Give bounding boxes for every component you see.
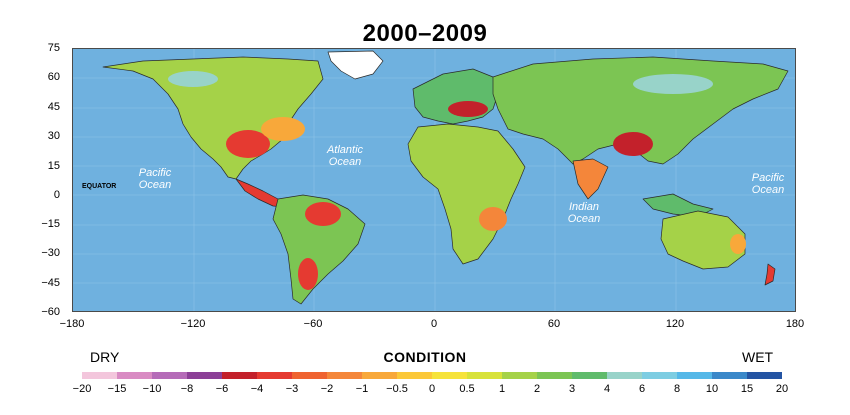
y-tick-label: 45 [47, 101, 60, 113]
ocean-label: Atlantic Ocean [326, 144, 364, 168]
legend-value-label: −2 [320, 383, 334, 395]
y-tick-label: 30 [47, 130, 60, 142]
y-tick-label: 75 [47, 42, 60, 54]
legend-value-label: −8 [180, 383, 194, 395]
y-tick-label: 15 [47, 160, 60, 172]
legend-value-label: 8 [673, 383, 681, 395]
legend-swatch [152, 372, 187, 379]
legend-swatch [537, 372, 572, 379]
legend-value-label: −6 [215, 383, 229, 395]
legend-value-label: −10 [142, 383, 162, 395]
legend-value-label: 4 [603, 383, 611, 395]
south-america [272, 194, 366, 305]
new-zealand [764, 263, 776, 286]
y-tick-label: 60 [47, 71, 60, 83]
ocean-label: Pacific Ocean [138, 167, 172, 191]
wet-canada [168, 71, 218, 87]
legend-value-labels: −20 −15 −10 −8 −6 −4 −3 −2 −1 −0.5 0 0.5 1 2 3 4 6 8 10 15 2… [73, 383, 788, 397]
legend-value-label: 2 [533, 383, 541, 395]
legend-value-label: −20 [72, 383, 92, 395]
drought-hotspots [168, 71, 746, 290]
legend-value-label: −0.5 [386, 383, 408, 395]
hotspot-china [613, 132, 653, 156]
hotspot-mediterranean [448, 101, 488, 117]
hotspot-southern-africa [479, 207, 507, 231]
world-map-graphic [73, 49, 795, 311]
legend-swatch [747, 372, 782, 379]
legend-swatch [572, 372, 607, 379]
legend-value-label: 1 [498, 383, 506, 395]
greenland [327, 50, 384, 80]
legend-value-label: −3 [285, 383, 299, 395]
legend-swatch [607, 372, 642, 379]
legend-value-label: −1 [355, 383, 369, 395]
y-tick-label: −30 [41, 247, 60, 259]
map-title: 2000–2009 [362, 20, 488, 47]
legend-swatch [712, 372, 747, 379]
legend-swatch [467, 372, 502, 379]
x-tick-label: −180 [59, 318, 85, 330]
hotspot-amazon [305, 202, 341, 226]
legend-swatch [502, 372, 537, 379]
x-tick-label: −120 [180, 318, 206, 330]
x-tick-label: 180 [785, 318, 805, 330]
x-tick-label: 60 [547, 318, 561, 330]
hotspot-us-east [261, 117, 305, 141]
y-tick-label: −15 [41, 218, 60, 230]
world-map: Pacific Ocean Atlantic Ocean Indian Ocea… [72, 48, 796, 312]
legend-swatch [292, 372, 327, 379]
legend-wet-label: WET [742, 349, 774, 365]
legend-color-bar [82, 372, 782, 379]
equator-label: EQUATOR [82, 183, 117, 190]
hotspot-australia [730, 234, 746, 254]
y-tick-label: −60 [41, 306, 60, 318]
legend-swatch [117, 372, 152, 379]
y-tick-label: −45 [41, 277, 60, 289]
legend-swatch [82, 372, 117, 379]
legend-dry-label: DRY [90, 349, 120, 365]
y-tick-label: 0 [53, 189, 60, 201]
legend-value-label: 3 [568, 383, 576, 395]
legend-value-label: 15 [740, 383, 754, 395]
india [572, 158, 609, 200]
x-tick-label: 120 [665, 318, 685, 330]
legend-value-label: 0 [428, 383, 436, 395]
legend-value-label: −15 [107, 383, 127, 395]
australia [660, 210, 746, 270]
legend-swatch [327, 372, 362, 379]
legend-value-label: 6 [638, 383, 646, 395]
wet-siberia [633, 74, 713, 94]
ocean-label: Indian Ocean [567, 201, 601, 225]
legend-value-label: 0.5 [459, 383, 475, 395]
legend-value-label: 20 [775, 383, 789, 395]
legend-swatch [677, 372, 712, 379]
legend-swatch [642, 372, 677, 379]
legend-swatch [187, 372, 222, 379]
legend-swatch [432, 372, 467, 379]
legend-title: CONDITION [383, 349, 467, 365]
ocean-label: Pacific Ocean [751, 172, 785, 196]
x-tick-label: 0 [430, 318, 438, 330]
legend-swatch [397, 372, 432, 379]
legend-value-label: −4 [250, 383, 264, 395]
legend-swatch [222, 372, 257, 379]
asia [492, 56, 789, 165]
hotspot-patagonia [298, 258, 318, 290]
legend-swatch [257, 372, 292, 379]
legend-swatch [362, 372, 397, 379]
hotspot-us-southwest [226, 130, 270, 158]
x-tick-label: −60 [303, 318, 323, 330]
legend-value-label: 10 [705, 383, 719, 395]
